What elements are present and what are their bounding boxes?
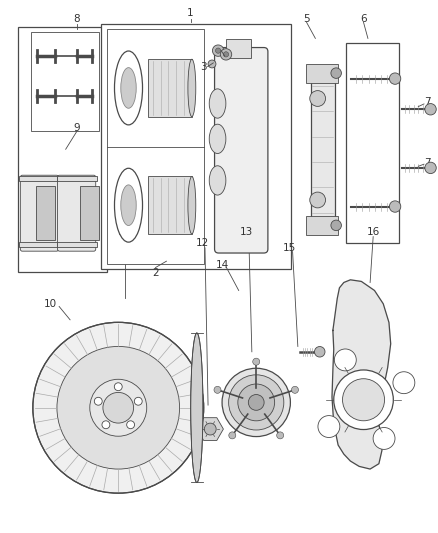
Text: 7: 7 [424, 158, 431, 167]
Bar [19, 176, 60, 181]
Text: 1: 1 [187, 9, 194, 18]
FancyBboxPatch shape [20, 175, 59, 251]
Bar [148, 176, 192, 234]
Circle shape [94, 397, 102, 405]
Circle shape [229, 432, 236, 439]
Ellipse shape [188, 176, 196, 234]
Ellipse shape [209, 124, 226, 154]
Circle shape [393, 372, 415, 394]
Polygon shape [332, 280, 391, 469]
Ellipse shape [114, 168, 142, 242]
Bar [311, 68, 335, 231]
Circle shape [212, 45, 224, 56]
Circle shape [102, 421, 110, 429]
Ellipse shape [209, 166, 226, 195]
Circle shape [373, 427, 395, 449]
Circle shape [248, 394, 264, 410]
Text: 5: 5 [303, 14, 310, 23]
Circle shape [103, 392, 134, 423]
Bar [18, 27, 107, 272]
Circle shape [253, 358, 260, 365]
Circle shape [90, 379, 147, 436]
Bar [306, 216, 338, 235]
Circle shape [334, 349, 356, 371]
Ellipse shape [121, 68, 136, 108]
Circle shape [223, 52, 229, 57]
Text: 2: 2 [152, 268, 159, 278]
Circle shape [334, 370, 393, 430]
Ellipse shape [114, 51, 142, 125]
Circle shape [331, 68, 342, 78]
Text: 10: 10 [44, 299, 57, 309]
Text: 12: 12 [196, 238, 209, 247]
Circle shape [134, 397, 142, 405]
Bar [101, 24, 291, 269]
Circle shape [310, 192, 325, 208]
Text: 15: 15 [283, 243, 296, 253]
Circle shape [425, 162, 436, 174]
Ellipse shape [191, 333, 203, 482]
Text: 16: 16 [367, 227, 380, 237]
Text: 7: 7 [424, 98, 431, 107]
Circle shape [389, 73, 401, 84]
Circle shape [425, 103, 436, 115]
Text: 14: 14 [215, 260, 229, 270]
Circle shape [220, 49, 232, 60]
Text: 8: 8 [73, 14, 80, 23]
Bar [148, 59, 192, 117]
Circle shape [318, 416, 340, 438]
Circle shape [238, 384, 275, 421]
FancyBboxPatch shape [57, 175, 96, 251]
Circle shape [277, 432, 284, 439]
Bar [31, 32, 99, 131]
Text: 13: 13 [240, 227, 253, 237]
Ellipse shape [209, 89, 226, 118]
Circle shape [215, 48, 221, 53]
Ellipse shape [188, 59, 196, 117]
Circle shape [57, 346, 180, 469]
Circle shape [33, 322, 204, 493]
Circle shape [310, 91, 325, 107]
Bar [107, 29, 204, 264]
Ellipse shape [121, 185, 136, 225]
Circle shape [214, 386, 221, 393]
Text: 4: 4 [224, 50, 231, 59]
Bar [80, 186, 99, 240]
Circle shape [229, 375, 284, 430]
Circle shape [389, 201, 401, 212]
Bar [19, 242, 60, 247]
Circle shape [291, 386, 298, 393]
Text: 11: 11 [118, 227, 131, 237]
Polygon shape [197, 418, 223, 440]
Bar [57, 176, 97, 181]
Text: 3: 3 [200, 62, 207, 71]
Circle shape [343, 379, 385, 421]
Circle shape [314, 346, 325, 357]
Circle shape [208, 60, 216, 68]
Text: 6: 6 [360, 14, 367, 23]
Text: 9: 9 [73, 123, 80, 133]
Bar [36, 186, 54, 240]
FancyBboxPatch shape [215, 47, 268, 253]
Circle shape [222, 368, 290, 437]
Circle shape [204, 423, 216, 435]
Bar [226, 39, 251, 58]
Circle shape [127, 421, 134, 429]
Bar [346, 43, 399, 243]
Circle shape [331, 220, 342, 231]
Bar [306, 63, 338, 83]
Bar [57, 242, 97, 247]
Circle shape [114, 383, 122, 391]
